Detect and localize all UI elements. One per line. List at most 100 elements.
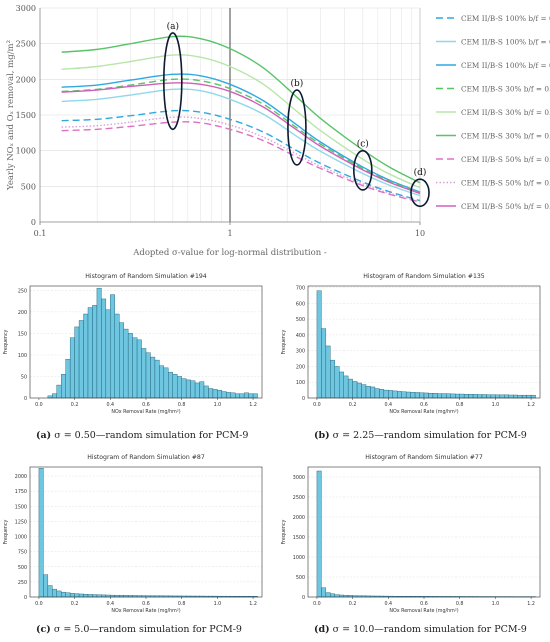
x-tick-label: 1.2 xyxy=(527,402,535,408)
legend-label-7: CEM II/B-S 50% b/f = 0.6 xyxy=(461,155,550,164)
histogram-bar xyxy=(374,388,380,399)
histogram-bar xyxy=(101,298,107,399)
histogram-bar xyxy=(477,394,483,399)
caption-d-text: σ = 10.0—random simulation for PCM-9 xyxy=(332,624,527,635)
y-axis-label: Frequency xyxy=(281,519,287,544)
y-tick-label: 1500 xyxy=(15,504,27,510)
x-tick-label: 0.8 xyxy=(178,601,186,607)
y-tick-label: 2500 xyxy=(293,495,305,501)
y-tick-label: 700 xyxy=(296,286,305,292)
histogram-bar xyxy=(325,592,331,598)
y-tick-label: 750 xyxy=(18,550,27,556)
y-tick-label: 3000 xyxy=(293,475,305,481)
histogram-bar xyxy=(432,393,438,399)
y-axis-label: Frequency xyxy=(281,329,287,354)
plot-frame xyxy=(307,466,541,598)
y-tick-label: 500 xyxy=(296,575,305,581)
histogram-c: Histogram of Random Simulation #87 0 250 50… xyxy=(3,454,263,614)
annotation-ellipse-4 xyxy=(410,178,430,208)
caption-b-letter: (b) xyxy=(314,430,330,441)
x-axis-label: NOx Removal Rate (mg/hm²) xyxy=(389,409,458,415)
histogram-bar xyxy=(526,394,532,399)
histogram-bar xyxy=(490,394,496,399)
annotation-label-3: (c) xyxy=(357,139,369,150)
histogram-bar xyxy=(52,393,57,399)
caption-a-text: σ = 0.50—random simulation for PCM-9 xyxy=(54,430,249,441)
histogram-bar xyxy=(423,392,429,399)
series-line-2 xyxy=(61,88,421,197)
histogram-bar xyxy=(154,359,160,399)
y-tick-label: 600 xyxy=(296,301,305,307)
annotation-ellipse-3 xyxy=(353,149,373,191)
caption-a: (a) σ = 0.50—random simulation for PCM-9 xyxy=(36,430,248,441)
y-tick-label: 400 xyxy=(296,333,305,339)
y-tick-label: 200 xyxy=(296,364,305,370)
y-tick-label: 100 xyxy=(18,353,27,359)
y-tick-label: 1000 xyxy=(15,535,27,541)
histogram-bar xyxy=(199,381,205,399)
y-tick-label: 500 xyxy=(21,182,36,191)
y-tick-label: 0 xyxy=(24,396,27,402)
y-tick-label: 2000 xyxy=(15,474,27,480)
histogram-bar xyxy=(405,391,411,399)
x-tick-label: 0.6 xyxy=(142,402,150,408)
histogram-bar xyxy=(239,393,245,399)
caption-c: (c) σ = 5.0—random simulation for PCM-9 xyxy=(36,624,242,635)
histogram-bar xyxy=(96,287,102,399)
histogram-bar xyxy=(56,590,62,598)
x-axis-label: NOx Removal Rate (mg/hm²) xyxy=(111,409,180,415)
legend-label-9: CEM II/B-S 50% b/f = 0.8 xyxy=(461,202,550,211)
histogram-bar xyxy=(226,392,231,399)
histogram-bar xyxy=(92,594,98,598)
histogram-bar xyxy=(235,393,240,399)
histogram-bar xyxy=(65,592,71,598)
x-tick-label: 0.4 xyxy=(384,601,392,607)
histogram-bar xyxy=(119,322,124,399)
histogram-bar xyxy=(347,378,353,399)
histogram-bar xyxy=(150,356,156,399)
histogram-bar xyxy=(136,339,142,399)
histogram-bar xyxy=(517,394,523,399)
histogram-bar xyxy=(414,392,420,399)
histogram-bar xyxy=(330,359,335,399)
histogram-bar xyxy=(141,348,147,399)
histogram-bar xyxy=(325,345,331,399)
histogram-bar xyxy=(334,366,340,399)
x-axis-label: NOx Removal Rate (mg/hm²) xyxy=(389,608,458,614)
histogram-bar xyxy=(87,594,93,598)
y-tick-label: 100 xyxy=(296,380,305,386)
histogram-bar xyxy=(530,394,536,399)
histogram-bar xyxy=(383,389,389,399)
histogram-bar xyxy=(252,393,258,399)
histogram-bar xyxy=(185,379,191,399)
histogram-bar xyxy=(221,391,227,399)
histogram-d: Histogram of Random Simulation #77 0 500 10… xyxy=(281,454,541,614)
histogram-bar xyxy=(343,375,349,399)
histogram-bar xyxy=(437,393,443,399)
x-tick-label: 0.8 xyxy=(456,601,464,607)
histogram-bar xyxy=(365,385,371,399)
caption-d-letter: (d) xyxy=(314,624,330,635)
histogram-bar xyxy=(217,390,223,399)
caption-b-text: σ = 2.25—random simulation for PCM-9 xyxy=(332,430,527,441)
histogram-bar xyxy=(83,594,89,598)
histogram-bar xyxy=(230,392,236,399)
y-tick-label: 0 xyxy=(302,595,305,601)
x-axis-label: NOx Removal Rate (mg/hm²) xyxy=(111,608,180,614)
x-tick-label: 0.2 xyxy=(349,601,357,607)
x-tick-label: 0.0 xyxy=(313,601,321,607)
histogram-bar xyxy=(441,393,447,399)
histogram-bar xyxy=(212,389,218,399)
histogram-a: Histogram of Random Simulation #194 0 50 10… xyxy=(3,273,263,415)
x-tick-label: 0.0 xyxy=(313,402,321,408)
histogram-bar xyxy=(316,290,322,399)
x-tick-label: 0.6 xyxy=(142,601,150,607)
histogram-bar xyxy=(499,394,505,399)
x-tick-label: 0.2 xyxy=(349,402,357,408)
y-tick-label: 200 xyxy=(18,310,27,316)
y-tick-label: 500 xyxy=(18,565,27,571)
x-tick-label: 0.8 xyxy=(178,402,186,408)
histogram-bar xyxy=(208,388,214,399)
histogram-title: Histogram of Random Simulation #135 xyxy=(363,273,485,280)
x-tick-label: 1.0 xyxy=(492,402,500,408)
